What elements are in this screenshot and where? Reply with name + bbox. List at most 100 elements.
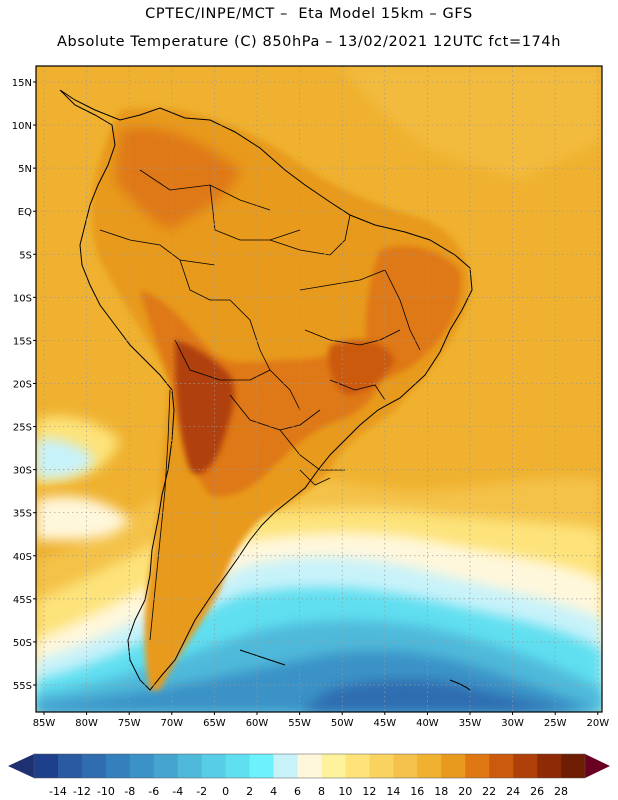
lon-label: 85W bbox=[33, 718, 56, 729]
temperature-field bbox=[36, 66, 602, 712]
colorbar-swatch bbox=[153, 754, 179, 778]
brazil-state-border-d bbox=[329, 379, 386, 401]
lat-label: 25S bbox=[13, 423, 32, 434]
lon-label: 60W bbox=[246, 718, 269, 729]
colombia-brazil-border bbox=[209, 184, 301, 241]
lat-label: 30S bbox=[13, 466, 32, 477]
colorbar-swatch bbox=[225, 754, 250, 778]
lon-label: 50W bbox=[331, 718, 354, 729]
colorbar-swatches bbox=[33, 753, 586, 779]
colorbar-right-arrow bbox=[585, 754, 610, 778]
colorbar-label: 10 bbox=[338, 785, 352, 798]
colorbar-swatch bbox=[393, 754, 418, 778]
coastline-outline bbox=[59, 89, 473, 691]
lat-label: 15N bbox=[12, 78, 32, 89]
colorbar-label: 12 bbox=[362, 785, 376, 798]
colorbar-swatch bbox=[561, 754, 586, 778]
lat-label: 15S bbox=[13, 336, 32, 347]
colorbar-label: 2 bbox=[246, 785, 253, 798]
chile-argentina-border bbox=[149, 389, 171, 641]
colorbar-swatch bbox=[81, 754, 107, 778]
colorbar-label: -10 bbox=[97, 785, 115, 798]
chart-subtitle: Absolute Temperature (C) 850hPa – 13/02/… bbox=[57, 34, 561, 50]
colorbar-swatch bbox=[537, 754, 562, 778]
lat-label: 50S bbox=[13, 638, 32, 649]
guianas-border bbox=[269, 214, 351, 256]
lon-label: 65W bbox=[203, 718, 226, 729]
lon-label: 45W bbox=[373, 718, 396, 729]
colorbar-swatch bbox=[345, 754, 370, 778]
colorbar-swatch bbox=[513, 754, 538, 778]
brazil-state-border-a bbox=[304, 329, 401, 346]
colorbar-label: 6 bbox=[294, 785, 301, 798]
lat-label: 10S bbox=[13, 293, 32, 304]
colorbar-label: 16 bbox=[410, 785, 424, 798]
colorbar-label: -8 bbox=[124, 785, 135, 798]
colorbar-swatch bbox=[417, 754, 442, 778]
colorbar-label: -6 bbox=[148, 785, 159, 798]
colorbar-label: -12 bbox=[73, 785, 91, 798]
colorbar-label: 28 bbox=[554, 785, 568, 798]
pacific-cream-pocket bbox=[36, 496, 130, 541]
colorbar-swatch bbox=[34, 754, 59, 778]
colorbar-label: -14 bbox=[49, 785, 67, 798]
uruguay-border bbox=[299, 469, 331, 486]
latitude-axis: 15N 10N 5N EQ 5S 10S 15S 20S 25S 30S 35S 40S 45S 50S 5… bbox=[12, 78, 36, 692]
lat-label: 5S bbox=[19, 250, 32, 261]
lon-label: 35W bbox=[459, 718, 482, 729]
colorbar-label: 26 bbox=[530, 785, 544, 798]
brazil-state-border-b bbox=[299, 269, 386, 291]
lat-label: 35S bbox=[13, 509, 32, 520]
colorbar-swatch bbox=[57, 754, 83, 778]
brazil-state-border-c bbox=[384, 269, 421, 351]
colorbar: -14 -12 -10 -8 -6 -4 -2 0 2 4 6 8 10 12 14 16 18 20 22 24 26… bbox=[8, 753, 610, 798]
country-borders bbox=[99, 169, 421, 641]
lat-label: EQ bbox=[18, 207, 32, 218]
bolivia-border bbox=[174, 339, 301, 411]
lat-label: 55S bbox=[13, 681, 32, 692]
south-deepblue-field bbox=[300, 679, 580, 712]
lon-label: 40W bbox=[416, 718, 439, 729]
colorbar-label: 14 bbox=[386, 785, 400, 798]
colorbar-swatch bbox=[321, 754, 346, 778]
lon-label: 80W bbox=[75, 718, 98, 729]
colorbar-swatch bbox=[105, 754, 131, 778]
colorbar-label: 20 bbox=[458, 785, 472, 798]
colorbar-labels: -14 -12 -10 -8 -6 -4 -2 0 2 4 6 8 10 12 14 16 18 20 22 24 26… bbox=[49, 785, 568, 798]
minas-hot-area bbox=[328, 340, 395, 395]
colorbar-swatch bbox=[489, 754, 514, 778]
lat-label: 10N bbox=[12, 121, 32, 132]
colorbar-border bbox=[33, 753, 586, 779]
colorbar-swatch bbox=[177, 754, 202, 778]
ecuador-peru-border bbox=[99, 229, 216, 266]
lon-label: 75W bbox=[118, 718, 141, 729]
colorbar-left-arrow bbox=[8, 754, 34, 778]
argentina-brazil-border bbox=[279, 429, 345, 471]
colorbar-swatch bbox=[249, 754, 274, 778]
colorbar-swatch bbox=[201, 754, 226, 778]
longitude-axis: 85W 80W 75W 70W 65W 60W 55W 50W 45W 40W 35W 30W 25W 2… bbox=[33, 712, 609, 729]
lon-label: 55W bbox=[288, 718, 311, 729]
lon-label: 25W bbox=[544, 718, 567, 729]
colorbar-label: 8 bbox=[318, 785, 325, 798]
lat-label: 40S bbox=[13, 552, 32, 563]
colorbar-label: 24 bbox=[506, 785, 520, 798]
colorbar-swatch bbox=[273, 754, 298, 778]
colorbar-swatch bbox=[441, 754, 466, 778]
colorbar-label: -4 bbox=[172, 785, 183, 798]
falklands-outline bbox=[239, 649, 286, 666]
colorbar-swatch bbox=[465, 754, 490, 778]
peru-brazil-border bbox=[179, 259, 271, 371]
atlantic-mild-band bbox=[340, 66, 602, 180]
pacific-icy-pocket bbox=[36, 438, 95, 479]
lon-label: 30W bbox=[501, 718, 524, 729]
colorbar-label: 22 bbox=[482, 785, 496, 798]
chaco-hottest-area bbox=[175, 340, 235, 474]
lat-label: 5N bbox=[18, 164, 32, 175]
lat-label: 45S bbox=[13, 595, 32, 606]
colorbar-swatch bbox=[369, 754, 394, 778]
colorbar-label: -2 bbox=[196, 785, 207, 798]
lon-label: 70W bbox=[160, 718, 183, 729]
colorbar-label: 0 bbox=[222, 785, 229, 798]
